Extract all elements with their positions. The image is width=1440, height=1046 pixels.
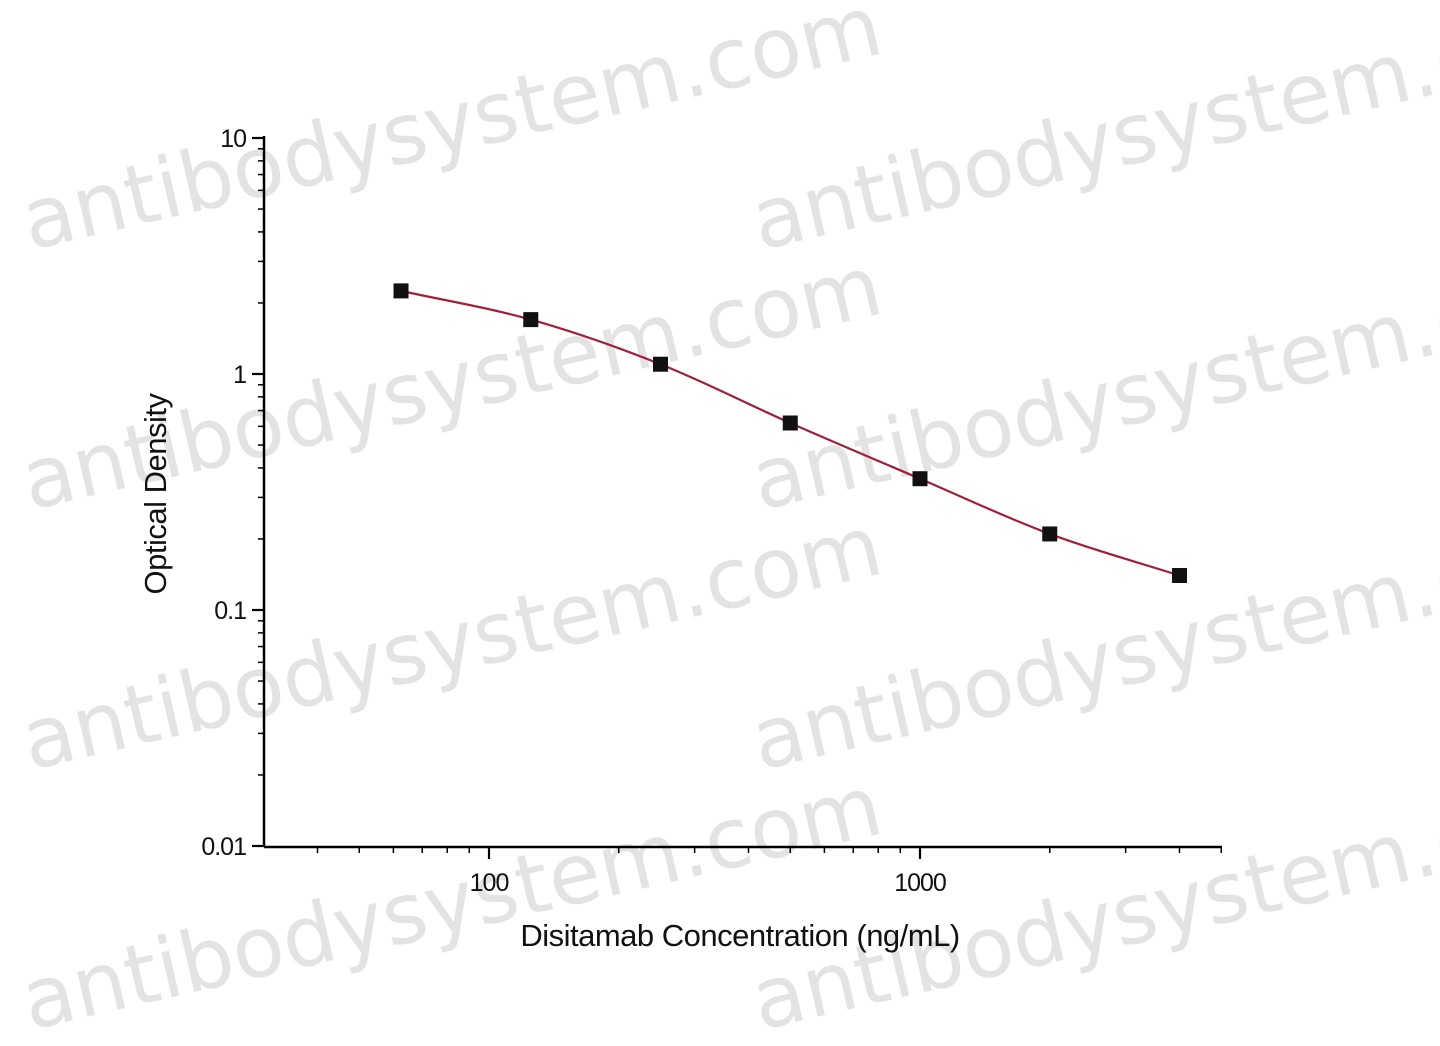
data-point (1171, 568, 1187, 584)
x-tick-label: 100 (470, 869, 509, 897)
x-axis-title: Disitamab Concentration (ng/mL) (520, 918, 959, 953)
y-tick-label: 1 (233, 361, 246, 389)
y-tick-label: 0.1 (214, 597, 246, 625)
data-point (782, 415, 798, 431)
x-tick-label: 1000 (894, 869, 946, 897)
data-point (1042, 526, 1058, 542)
y-tick-label: 10 (220, 125, 246, 153)
data-points (393, 283, 1187, 584)
tick-labels: 10 1 0.1 0.01 100 1000 (201, 125, 947, 897)
y-axis-title: Optical Density (138, 393, 173, 595)
data-point (912, 471, 928, 487)
y-tick-label: 0.01 (201, 833, 246, 861)
data-point (523, 312, 539, 328)
data-point (393, 283, 409, 299)
ticks (252, 136, 1223, 859)
axes (262, 136, 1222, 849)
data-point (653, 356, 669, 372)
watermark-layer: antibodysystem.comantibodysystem.comanti… (12, 0, 1440, 1046)
